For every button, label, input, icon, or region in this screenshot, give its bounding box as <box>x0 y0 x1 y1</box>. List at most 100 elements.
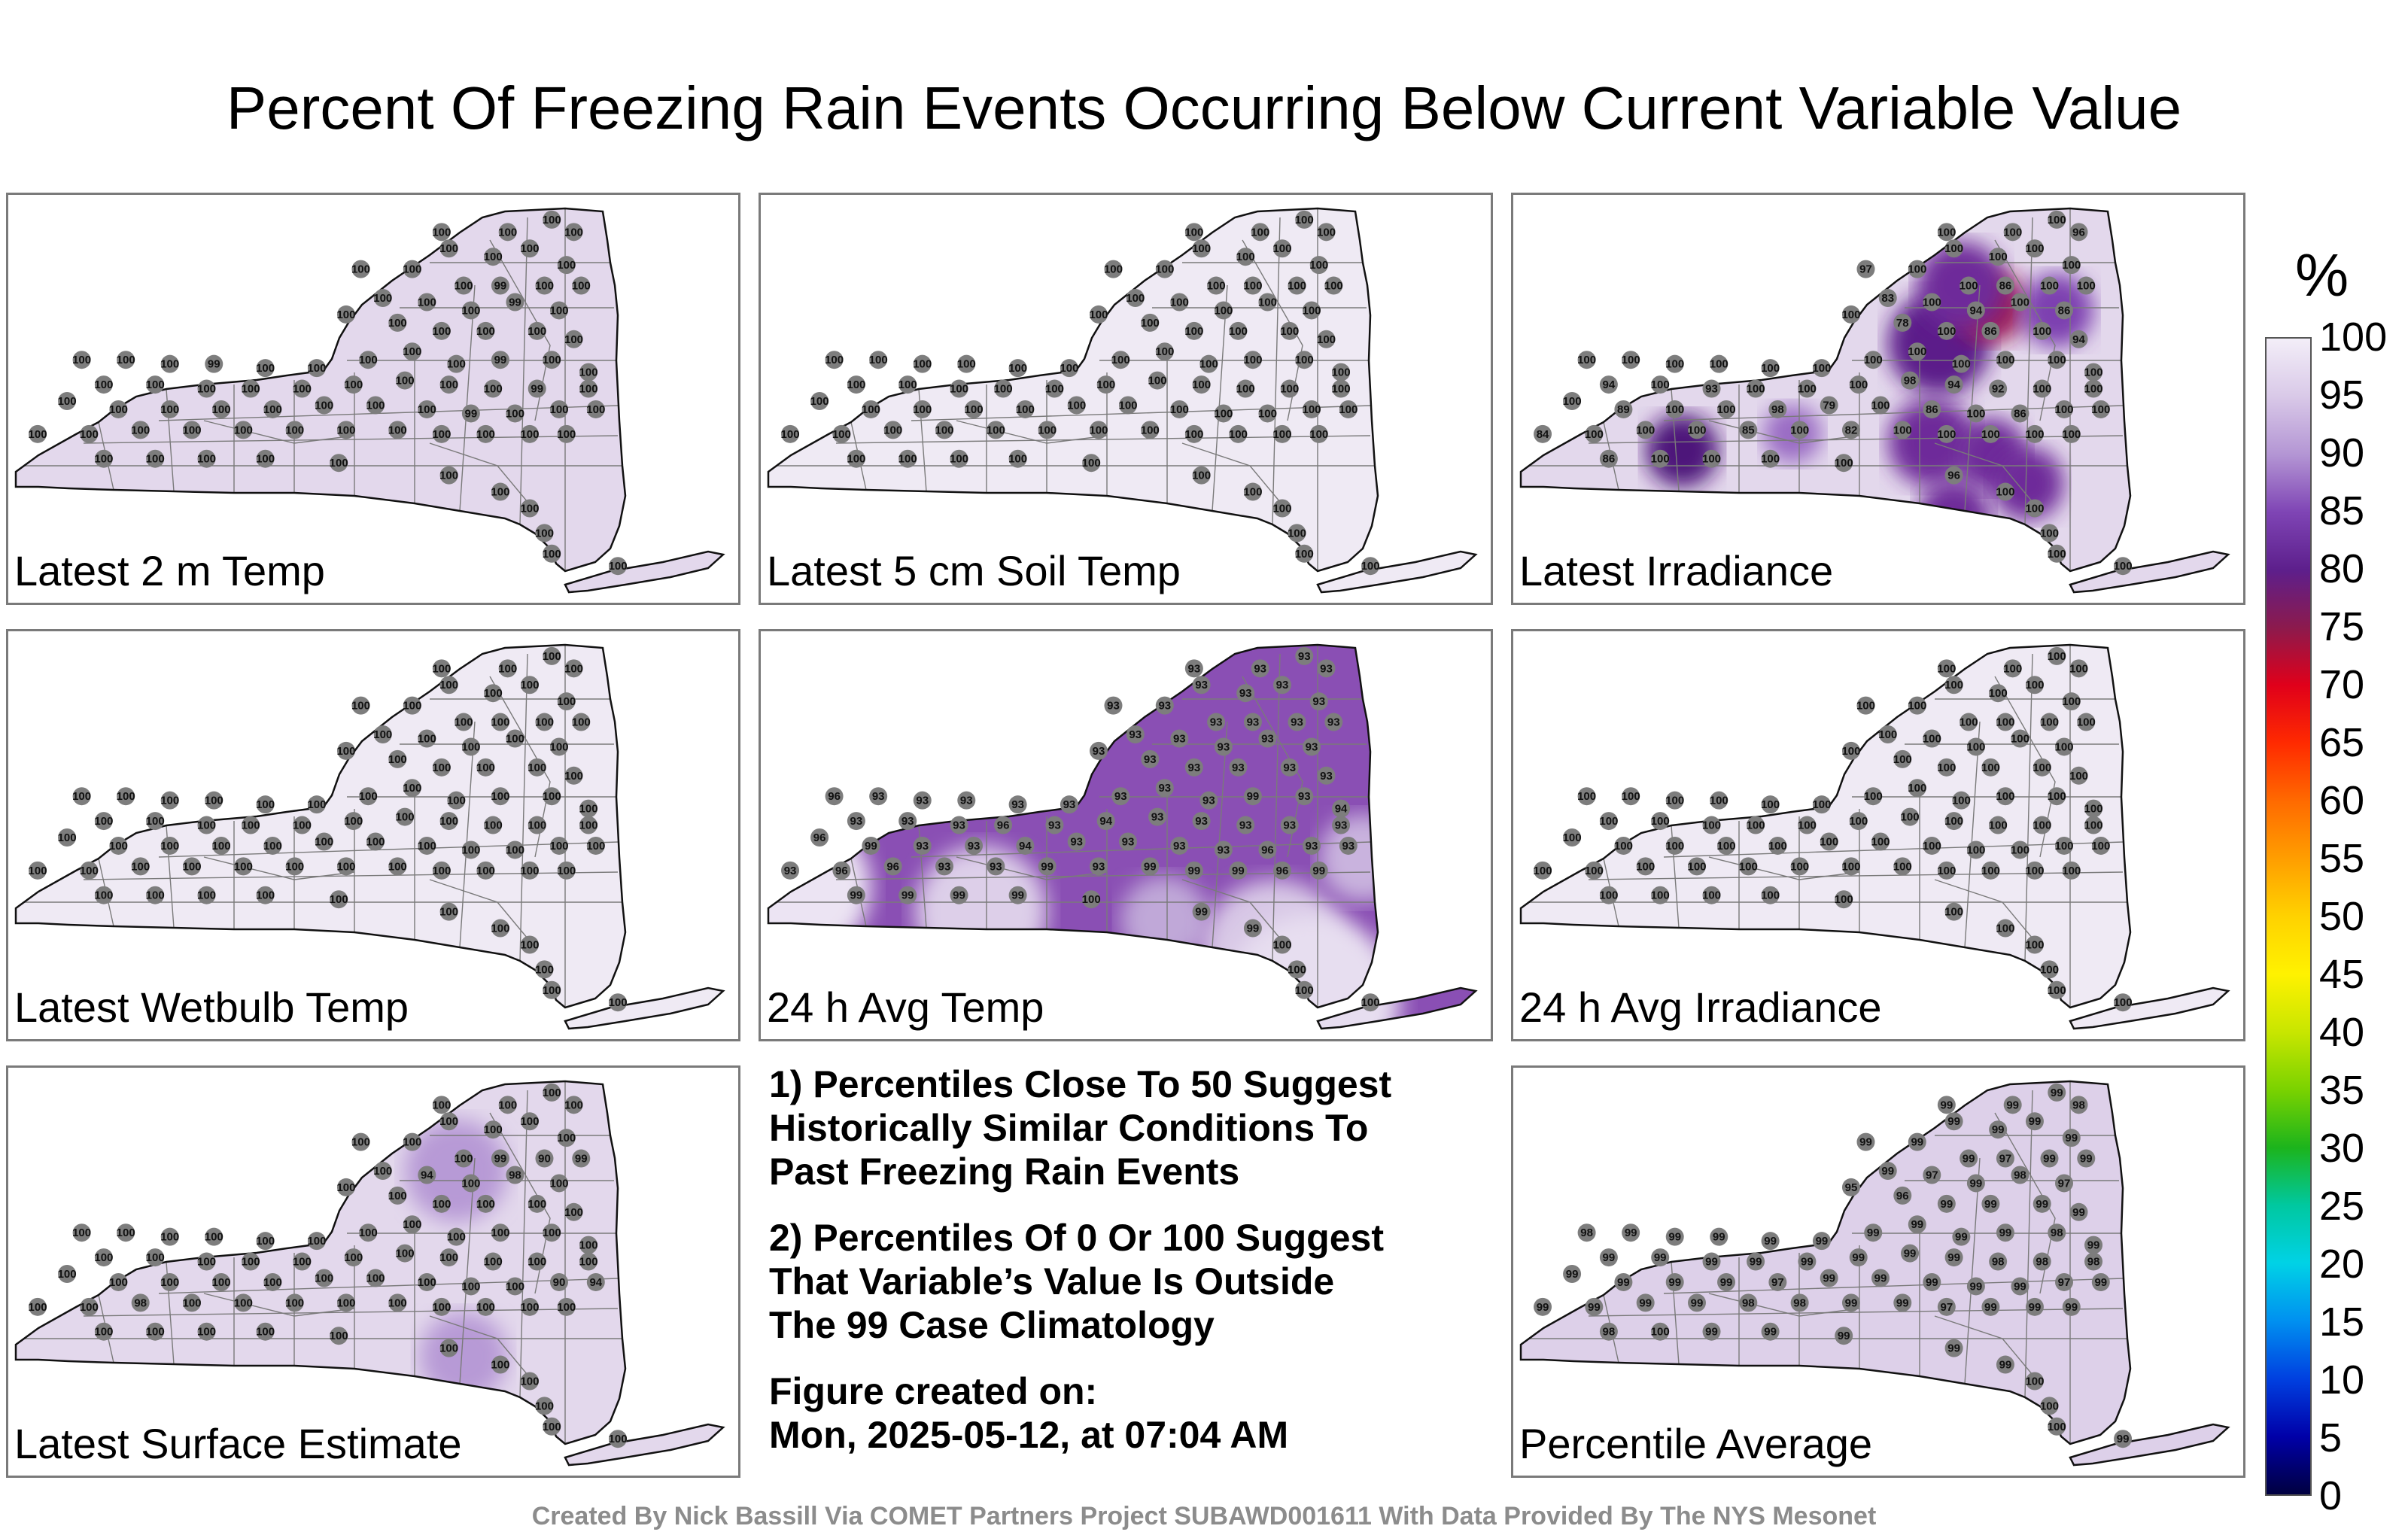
station-marker <box>336 1293 355 1312</box>
station-value: 93 <box>1122 835 1135 848</box>
station-marker <box>491 713 509 731</box>
station-marker <box>1111 787 1130 806</box>
station-marker <box>869 351 888 369</box>
station-marker <box>1665 836 1684 855</box>
station-marker <box>550 1272 568 1291</box>
station-value: 100 <box>373 728 392 741</box>
station-value: 100 <box>520 938 539 951</box>
station-marker <box>197 886 216 904</box>
station-marker <box>1651 886 1670 904</box>
station-value: 100 <box>160 840 179 853</box>
station-marker <box>2048 1417 2066 1436</box>
station-value: 100 <box>965 403 984 416</box>
station-marker <box>1665 1272 1684 1291</box>
station-value: 100 <box>2048 214 2066 226</box>
station-marker <box>1577 1223 1596 1242</box>
station-value: 99 <box>1999 1226 2012 1239</box>
station-value: 100 <box>94 378 113 391</box>
station-marker <box>205 1227 223 1246</box>
station-value: 93 <box>1327 716 1340 729</box>
station-value: 93 <box>1298 650 1311 663</box>
station-value: 93 <box>1320 770 1333 783</box>
station-marker <box>80 861 99 880</box>
station-value: 93 <box>960 795 973 807</box>
station-value: 100 <box>2025 1375 2044 1388</box>
station-value: 82 <box>1845 424 1858 436</box>
station-value: 93 <box>1187 761 1200 774</box>
station-value: 100 <box>1361 996 1380 1009</box>
station-value: 100 <box>1636 424 1655 436</box>
station-value: 100 <box>351 700 370 713</box>
station-value: 100 <box>476 865 495 877</box>
county-boundary <box>158 405 619 421</box>
station-marker <box>913 400 932 418</box>
station-value: 100 <box>242 819 260 832</box>
station-marker <box>109 836 128 855</box>
station-marker <box>535 960 554 979</box>
station-marker <box>506 840 524 859</box>
county-lines <box>776 208 1378 571</box>
station-marker <box>1944 375 1963 394</box>
station-value: 97 <box>2058 1177 2071 1190</box>
station-marker <box>146 886 165 904</box>
station-value: 100 <box>366 399 385 412</box>
station-value: 100 <box>439 470 458 482</box>
station-value: 98 <box>1603 1326 1616 1339</box>
station-value: 100 <box>1622 354 1640 366</box>
station-value: 100 <box>1989 251 2008 263</box>
station-value: 100 <box>528 819 546 832</box>
station-value: 100 <box>2062 695 2081 708</box>
station-marker <box>2033 1252 2051 1271</box>
station-value: 100 <box>484 383 503 396</box>
station-value: 100 <box>1923 732 1941 745</box>
station-marker <box>447 354 466 373</box>
station-marker <box>2011 1277 2029 1296</box>
station-value: 99 <box>1926 1276 1938 1289</box>
station-value: 100 <box>1272 938 1291 951</box>
station-marker <box>403 1215 421 1234</box>
station-marker <box>1702 816 1721 834</box>
station-marker <box>484 379 503 398</box>
station-value: 99 <box>2087 1239 2100 1252</box>
station-value: 100 <box>256 798 275 811</box>
station-marker <box>1599 1248 1618 1267</box>
station-value: 100 <box>543 214 561 226</box>
station-marker <box>1960 1149 1978 1168</box>
station-value: 93 <box>1276 679 1289 692</box>
station-marker <box>388 857 407 876</box>
station-marker <box>1761 359 1780 378</box>
station-value: 100 <box>520 428 539 441</box>
colorbar-tick: 50 <box>2319 894 2365 939</box>
station-marker <box>550 400 568 418</box>
station-value: 100 <box>1089 309 1108 321</box>
county-boundary <box>1708 1293 1860 1317</box>
station-marker <box>1636 857 1655 876</box>
station-value: 100 <box>1864 790 1883 803</box>
station-marker <box>1864 351 1883 369</box>
station-value: 100 <box>29 1301 47 1314</box>
station-marker <box>1651 375 1670 394</box>
station-value: 100 <box>476 428 495 441</box>
station-value: 86 <box>1926 403 1938 416</box>
station-value: 100 <box>418 732 436 745</box>
station-value: 100 <box>461 304 480 317</box>
station-marker <box>330 1327 348 1345</box>
station-value: 100 <box>1272 242 1291 255</box>
station-marker <box>373 289 392 307</box>
station-marker <box>146 812 165 831</box>
station-marker <box>344 375 363 394</box>
station-value: 100 <box>197 453 216 466</box>
station-marker <box>1089 741 1108 760</box>
station-marker <box>263 1272 282 1291</box>
station-value: 93 <box>1158 782 1171 795</box>
station-marker <box>2011 293 2029 312</box>
station-value: 100 <box>359 1226 378 1239</box>
station-marker <box>528 1252 546 1271</box>
station-marker <box>256 1322 275 1341</box>
station-marker <box>535 1149 554 1168</box>
station-marker <box>950 379 968 398</box>
station-value: 85 <box>1742 424 1755 436</box>
station-marker <box>2069 1202 2088 1221</box>
station-marker <box>1243 713 1262 731</box>
station-marker <box>1944 1339 1963 1357</box>
